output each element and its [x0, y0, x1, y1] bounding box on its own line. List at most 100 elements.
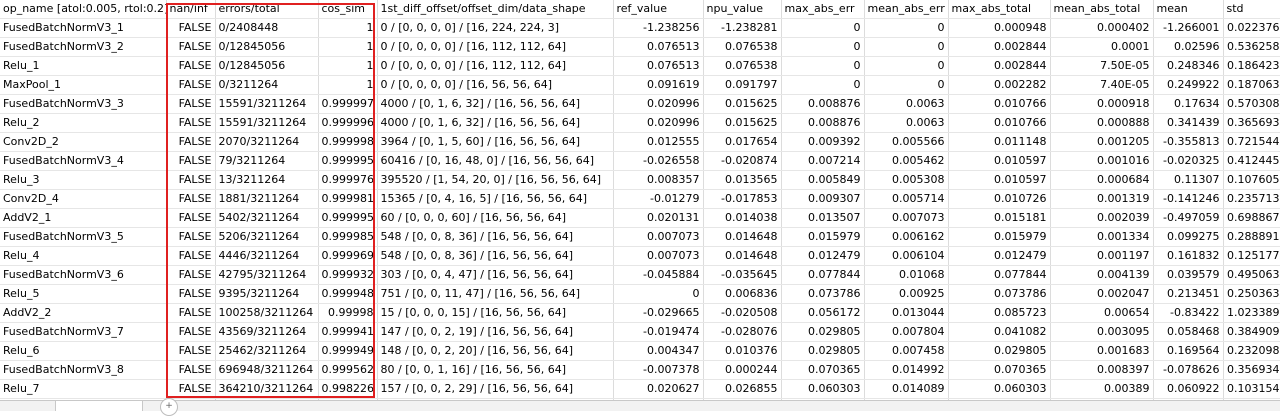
cell-npu-value[interactable]: 0.013565 — [703, 170, 782, 190]
cell-diff-offset[interactable]: 0 / [0, 0, 0, 0] / [16, 224, 224, 3] — [377, 18, 614, 38]
cell-op-name[interactable]: FusedBatchNormV3_6 — [0, 265, 167, 285]
cell-std[interactable]: 0.187063 — [1223, 75, 1280, 95]
cell-nan-inf[interactable]: FALSE — [166, 75, 216, 95]
cell-op-name[interactable]: Conv2D_4 — [0, 189, 167, 209]
cell-op-name[interactable]: Relu_5 — [0, 284, 167, 304]
cell-cos-sim[interactable]: 0.999998 — [318, 132, 378, 152]
cell-errors-total[interactable]: 696948/3211264 — [215, 360, 319, 380]
cell-mean-abs-err[interactable]: 0 — [864, 37, 949, 57]
cell-std[interactable]: 0.250363 — [1223, 284, 1280, 304]
cell-mean-abs-total[interactable]: 0.001205 — [1050, 132, 1154, 152]
cell-max-abs-err[interactable]: 0.005849 — [781, 170, 865, 190]
cell-diff-offset[interactable]: 15365 / [0, 4, 16, 5] / [16, 56, 56, 64] — [377, 189, 614, 209]
cell-ref-value[interactable]: 0.020131 — [613, 208, 704, 228]
cell-nan-inf[interactable]: FALSE — [166, 246, 216, 266]
cell-max-abs-total[interactable]: 0.060303 — [948, 379, 1051, 399]
cell-cos-sim[interactable]: 1 — [318, 75, 378, 95]
cell-cos-sim[interactable]: 0.99998 — [318, 303, 378, 323]
cell-mean-abs-err[interactable]: 0.01068 — [864, 265, 949, 285]
cell-cos-sim[interactable]: 0.999996 — [318, 113, 378, 133]
cell-cos-sim[interactable]: 0.998226 — [318, 379, 378, 399]
cell-mean[interactable]: 0.169564 — [1153, 341, 1224, 361]
cell-mean-abs-total[interactable]: 0.001197 — [1050, 246, 1154, 266]
cell-max-abs-err[interactable]: 0.009392 — [781, 132, 865, 152]
cell-diff-offset[interactable]: 4000 / [0, 1, 6, 32] / [16, 56, 56, 64] — [377, 113, 614, 133]
cell-nan-inf[interactable]: FALSE — [166, 303, 216, 323]
sheet-tab[interactable] — [55, 401, 143, 411]
cell-mean[interactable]: 0.039579 — [1153, 265, 1224, 285]
cell-mean[interactable]: -0.020325 — [1153, 151, 1224, 171]
cell-cos-sim[interactable]: 0.999995 — [318, 208, 378, 228]
cell-nan-inf[interactable]: FALSE — [166, 341, 216, 361]
cell-cos-sim[interactable]: 1 — [318, 37, 378, 57]
cell-mean-abs-err[interactable]: 0.005566 — [864, 132, 949, 152]
cell-nan-inf[interactable]: FALSE — [166, 379, 216, 399]
cell-npu-value[interactable]: -0.017853 — [703, 189, 782, 209]
cell-max-abs-total[interactable]: 0.096317 — [948, 398, 1051, 400]
cell-op-name[interactable]: FusedBatchNormV3_3 — [0, 94, 167, 114]
cell-diff-offset[interactable]: 0 / [0, 0, 0, 0] / [16, 112, 112, 64] — [377, 56, 614, 76]
cell-mean-abs-err[interactable]: 0.014992 — [864, 360, 949, 380]
cell-npu-value[interactable]: -0.020874 — [703, 151, 782, 171]
cell-op-name[interactable]: Relu_1 — [0, 56, 167, 76]
cell-diff-offset[interactable]: 157 / [0, 0, 2, 29] / [16, 56, 56, 64] — [377, 379, 614, 399]
cell-nan-inf[interactable]: FALSE — [166, 18, 216, 38]
cell-mean-abs-err[interactable]: 0.005308 — [864, 170, 949, 190]
cell-mean[interactable]: -1.266001 — [1153, 18, 1224, 38]
cell-mean-abs-total[interactable]: 0.00389 — [1050, 379, 1154, 399]
cell-mean-abs-err[interactable]: 0.005714 — [864, 189, 949, 209]
cell-mean-abs-err[interactable]: 0.006162 — [864, 227, 949, 247]
cell-ref-value[interactable]: 0.007073 — [613, 227, 704, 247]
cell-errors-total[interactable]: 9395/3211264 — [215, 284, 319, 304]
cell-op-name[interactable]: MaxPool_1 — [0, 75, 167, 95]
cell-npu-value[interactable]: 0.000244 — [703, 360, 782, 380]
cell-diff-offset[interactable]: 303 / [0, 0, 4, 47] / [16, 56, 56, 64] — [377, 265, 614, 285]
cell-max-abs-err[interactable]: 0.088147 — [781, 398, 865, 400]
cell-max-abs-err[interactable]: 0 — [781, 37, 865, 57]
cell-std[interactable]: 0.412445 — [1223, 151, 1280, 171]
cell-ref-value[interactable]: -1.238256 — [613, 18, 704, 38]
cell-diff-offset[interactable]: 751 / [0, 0, 11, 47] / [16, 56, 56, 64] — [377, 284, 614, 304]
cell-ref-value[interactable]: 0.012555 — [613, 132, 704, 152]
cell-max-abs-err[interactable]: 0.029805 — [781, 341, 865, 361]
cell-std[interactable]: 0.288891 — [1223, 227, 1280, 247]
cell-std[interactable]: 0.103154 — [1223, 379, 1280, 399]
cell-npu-value[interactable]: -0.020508 — [703, 303, 782, 323]
cell-mean-abs-err[interactable]: 0.006104 — [864, 246, 949, 266]
cell-diff-offset[interactable]: 4000 / [0, 1, 6, 32] / [16, 56, 56, 64] — [377, 94, 614, 114]
cell-std[interactable]: 1.023389 — [1223, 303, 1280, 323]
cell-errors-total[interactable]: 2070/3211264 — [215, 132, 319, 152]
cell-npu-value[interactable]: 0.006836 — [703, 284, 782, 304]
cell-mean[interactable]: 0.11307 — [1153, 170, 1224, 190]
cell-errors-total[interactable]: 79/3211264 — [215, 151, 319, 171]
cell-nan-inf[interactable]: FALSE — [166, 37, 216, 57]
cell-mean[interactable]: 0.341439 — [1153, 113, 1224, 133]
cell-ref-value[interactable]: -0.019474 — [613, 322, 704, 342]
cell-cos-sim[interactable]: 0.999969 — [318, 246, 378, 266]
cell-npu-value[interactable]: 0.017654 — [703, 132, 782, 152]
cell-mean-abs-err[interactable]: 0 — [864, 75, 949, 95]
cell-ref-value[interactable]: -0.03396 — [613, 398, 704, 400]
cell-mean-abs-total[interactable]: 0.001016 — [1050, 151, 1154, 171]
cell-diff-offset[interactable]: 548 / [0, 0, 8, 36] / [16, 56, 56, 64] — [377, 227, 614, 247]
cell-std[interactable]: 0.125177 — [1223, 246, 1280, 266]
cell-ref-value[interactable]: -0.026558 — [613, 151, 704, 171]
cell-diff-offset[interactable]: 15 / [0, 0, 0, 15] / [16, 56, 56, 64] — [377, 398, 614, 400]
cell-cos-sim[interactable]: 0.999976 — [318, 170, 378, 190]
cell-mean-abs-total[interactable]: 0.00654 — [1050, 303, 1154, 323]
cell-nan-inf[interactable]: FALSE — [166, 398, 216, 400]
cell-max-abs-err[interactable]: 0.008876 — [781, 113, 865, 133]
cell-cos-sim[interactable]: 0.999941 — [318, 322, 378, 342]
cell-diff-offset[interactable]: 0 / [0, 0, 0, 0] / [16, 112, 112, 64] — [377, 37, 614, 57]
cell-mean-abs-err[interactable]: 0 — [864, 56, 949, 76]
header-mean-abs-err[interactable]: mean_abs_err — [864, 0, 949, 19]
cell-errors-total[interactable]: 112904/3211264 — [215, 398, 319, 400]
cell-mean-abs-total[interactable]: 0.001319 — [1050, 189, 1154, 209]
cell-ref-value[interactable]: 0.091619 — [613, 75, 704, 95]
cell-mean[interactable]: -0.355813 — [1153, 132, 1224, 152]
cell-mean-abs-err[interactable]: 0.00925 — [864, 284, 949, 304]
cell-max-abs-total[interactable]: 0.002282 — [948, 75, 1051, 95]
cell-std[interactable]: 1.069009 — [1223, 398, 1280, 400]
header-errors-total[interactable]: errors/total — [215, 0, 319, 19]
header-std[interactable]: std — [1223, 0, 1280, 19]
